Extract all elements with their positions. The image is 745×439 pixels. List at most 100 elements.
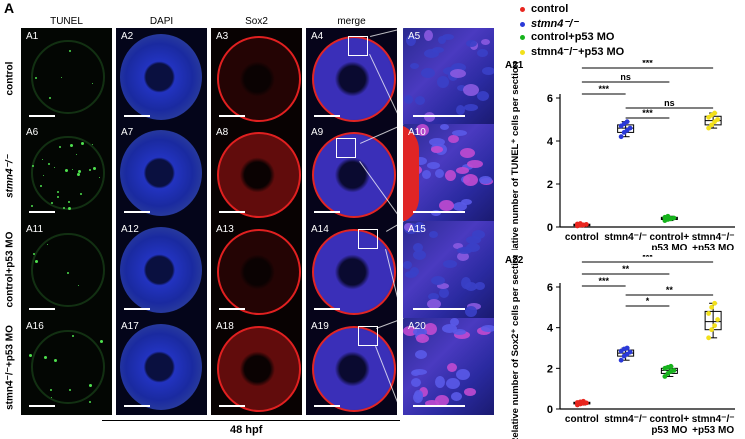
significance-label: ns xyxy=(620,72,631,82)
row-label-control-p53: control+p53 MO xyxy=(4,231,16,308)
tunel-signal xyxy=(68,201,70,203)
tunel-signal xyxy=(69,389,71,391)
tunel-signal xyxy=(47,244,48,245)
tunel-signal xyxy=(77,173,80,176)
x-tick-label: control xyxy=(565,414,599,425)
tunel-signal xyxy=(93,167,96,170)
panel-label: A15 xyxy=(408,224,426,235)
sox2-eye xyxy=(217,132,301,218)
merge-eye xyxy=(312,229,396,315)
tunel-signal xyxy=(68,207,71,210)
nucleus xyxy=(427,162,440,169)
nucleus xyxy=(454,331,470,339)
nucleus xyxy=(462,164,473,170)
nucleus xyxy=(412,369,427,375)
nucleus xyxy=(463,174,478,186)
micrograph-panel: A1 xyxy=(21,28,112,125)
nucleus xyxy=(457,85,466,91)
row-label-control: control xyxy=(4,61,16,96)
panel-label: A12 xyxy=(121,224,139,235)
tunel-signal xyxy=(89,384,92,387)
tunel-signal xyxy=(100,340,103,343)
tunel-signal xyxy=(49,97,51,99)
data-point xyxy=(709,304,715,310)
nucleus xyxy=(467,160,483,168)
data-point xyxy=(627,125,633,131)
dapi-eye xyxy=(120,227,202,313)
panel-label: A19 xyxy=(311,321,329,332)
data-point xyxy=(709,122,715,128)
legend-item-stmn4-p53: stmn4⁻/⁻+p53 MO xyxy=(520,45,624,58)
panel-label: A20 xyxy=(408,321,426,332)
nucleus xyxy=(415,350,427,359)
tunel-signal xyxy=(50,389,52,391)
nucleus xyxy=(439,200,454,211)
nucleus xyxy=(404,95,413,104)
nucleus xyxy=(427,299,441,309)
nucleus xyxy=(451,392,462,401)
nucleus xyxy=(448,135,459,143)
nucleus xyxy=(447,363,457,372)
tunel-signal xyxy=(80,193,82,195)
column-title-merge: merge xyxy=(337,16,366,27)
significance-label: ** xyxy=(666,285,674,295)
x-tick-label: stmn4⁻/⁻ xyxy=(604,232,647,243)
micrograph-panel: A6 xyxy=(21,124,112,221)
nucleus xyxy=(460,148,475,158)
nucleus xyxy=(410,63,419,69)
nucleus xyxy=(440,124,449,130)
tunel-signal xyxy=(92,144,93,145)
nucleus xyxy=(429,138,445,146)
tunel-signal xyxy=(57,196,59,198)
nucleus xyxy=(465,306,477,317)
micrograph-panel: A3 xyxy=(211,28,302,125)
timepoint-bar xyxy=(102,420,400,421)
scale-bar xyxy=(29,308,55,310)
micrograph-panel: A8 xyxy=(211,124,302,221)
nucleus xyxy=(413,328,427,336)
panel-label: A14 xyxy=(311,224,329,235)
scale-bar xyxy=(124,405,150,407)
nucleus xyxy=(416,124,429,136)
nucleus xyxy=(445,170,456,181)
significance-label: *** xyxy=(642,60,653,68)
y-tick-label: 0 xyxy=(547,404,553,416)
nucleus xyxy=(466,40,477,47)
tunel-signal xyxy=(81,142,84,145)
figure-label: A xyxy=(4,0,15,16)
micrograph-panel: A7 xyxy=(116,124,207,221)
y-tick-label: 4 xyxy=(547,136,554,148)
nucleus xyxy=(424,49,439,58)
data-point xyxy=(712,300,718,306)
legend-marker xyxy=(520,21,525,27)
nucleus xyxy=(419,387,428,397)
nucleus xyxy=(457,247,472,254)
scale-bar xyxy=(413,115,465,117)
nucleus xyxy=(435,395,449,406)
nucleus xyxy=(411,378,421,387)
nucleus xyxy=(403,261,412,269)
tunel-signal xyxy=(72,335,74,337)
scale-bar xyxy=(413,308,465,310)
eye-outline xyxy=(31,40,105,114)
panel-label: A1 xyxy=(26,31,39,42)
significance-label: *** xyxy=(598,84,609,94)
nucleus xyxy=(406,35,416,46)
data-point xyxy=(580,222,586,228)
micrograph-panel: A11 xyxy=(21,221,112,318)
sox2-eye xyxy=(217,326,301,412)
micrograph-panel: A13 xyxy=(211,221,302,318)
column-title-tunel: TUNEL xyxy=(50,16,83,27)
scale-bar xyxy=(314,115,340,117)
sox2-eye xyxy=(217,36,301,122)
nucleus xyxy=(432,47,444,53)
nucleus xyxy=(422,170,431,179)
data-point xyxy=(618,134,624,140)
panel-label: A5 xyxy=(408,31,421,42)
eye-outline xyxy=(31,233,105,307)
x-tick-label: control+ xyxy=(650,414,690,425)
nucleus xyxy=(453,243,463,249)
nucleus xyxy=(456,105,465,115)
nucleus xyxy=(442,34,454,40)
legend-marker xyxy=(520,34,525,40)
